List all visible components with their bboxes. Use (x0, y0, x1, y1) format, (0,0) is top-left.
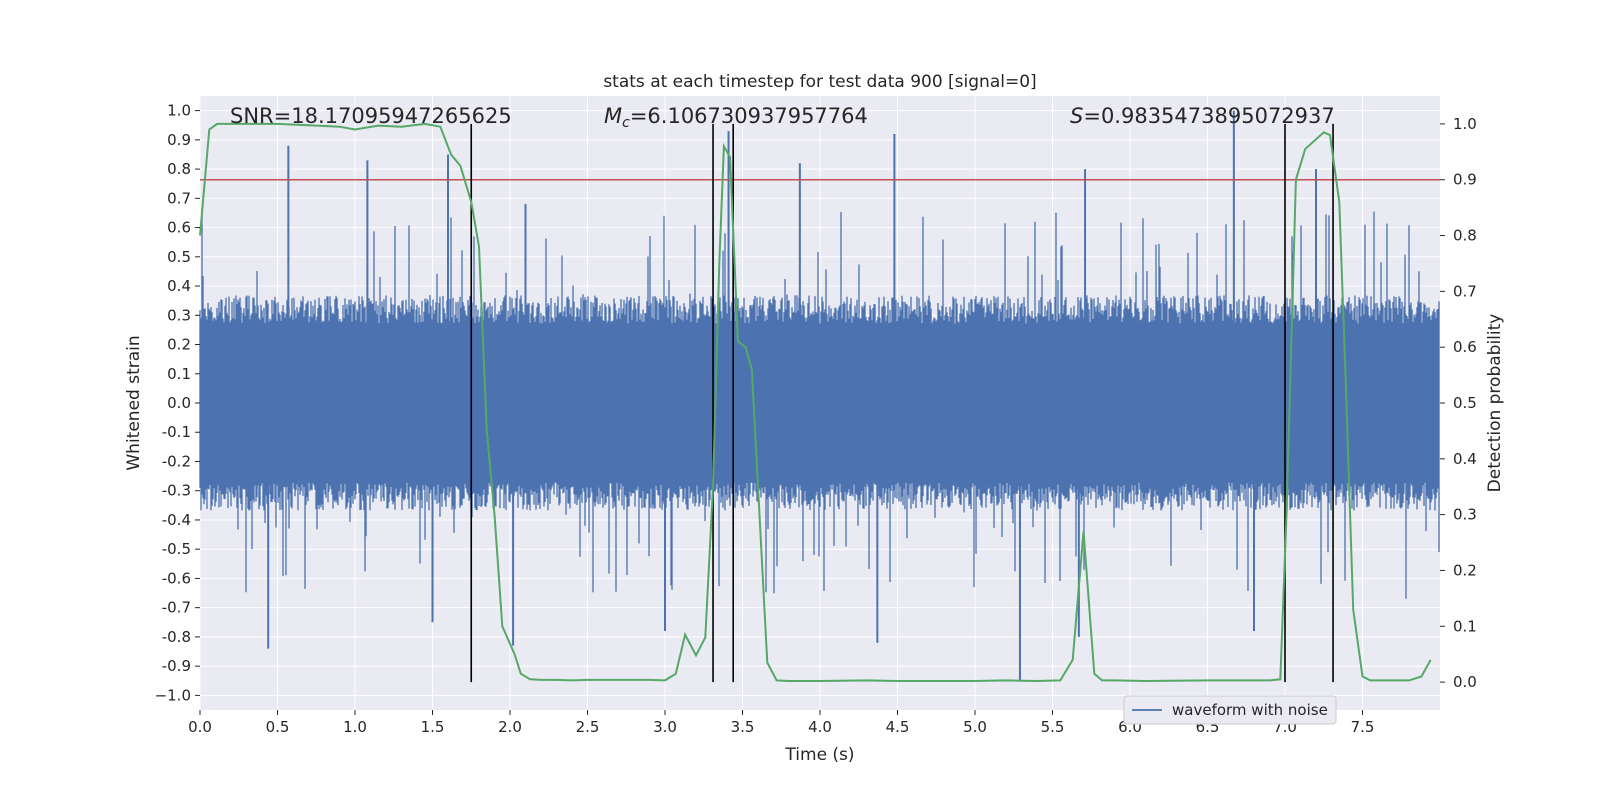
y-right-tick-label-8: 0.2 (1453, 561, 1477, 579)
s-statistic-symbol: S (1070, 104, 1083, 128)
chart-title: stats at each timestep for test data 900… (603, 72, 1036, 92)
y-left-tick-label-20: −1.0 (155, 686, 191, 704)
y-left-tick-label-3: 0.7 (167, 189, 191, 207)
y-axis-left-label: Whitened strain (124, 335, 144, 470)
chirp-mass-subscript: c (622, 115, 630, 131)
legend-box (1123, 695, 1337, 725)
y-axis-right-ticks: 1.0 0.9 0.8 0.7 0.6 0.5 0.4 0.3 0.2 0.1 0.0 (1440, 115, 1477, 691)
s-statistic-value: =0.9835473895072937 (1083, 104, 1334, 128)
waveform-with-noise-series (199, 110, 1440, 681)
y-left-tick-label-1: 0.9 (167, 131, 191, 149)
y-right-tick-label-1: 0.9 (1453, 171, 1477, 189)
y-left-tick-label-4: 0.6 (167, 219, 191, 237)
y-left-tick-label-0: 1.0 (167, 102, 191, 120)
x-tick-label-0: 0.0 (188, 718, 212, 736)
y-left-tick-label-11: -0.1 (162, 423, 191, 441)
y-axis-right-label: Detection probability (1485, 314, 1505, 493)
x-tick-label-1: 0.5 (266, 718, 290, 736)
y-right-tick-label-2: 0.8 (1453, 227, 1477, 245)
x-tick-label-10: 5.0 (963, 718, 987, 736)
x-tick-label-6: 3.0 (653, 718, 677, 736)
s-statistic-annotation: S=0.9835473895072937 (1070, 104, 1335, 128)
y-left-tick-label-9: 0.1 (167, 365, 191, 383)
x-axis-label: Time (s) (784, 745, 854, 765)
x-tick-label-8: 4.0 (808, 718, 832, 736)
legend: waveform with noise (1123, 695, 1337, 725)
chirp-mass-annotation: Mc=6.106730937957764 (604, 104, 868, 131)
x-tick-label-7: 3.5 (731, 718, 755, 736)
x-tick-label-15: 7.5 (1351, 718, 1375, 736)
y-left-tick-label-12: -0.2 (162, 452, 191, 470)
y-right-tick-label-6: 0.4 (1453, 450, 1477, 468)
y-left-tick-label-18: -0.8 (162, 628, 191, 646)
y-axis-left-ticks: 1.0 0.9 0.8 0.7 0.6 0.5 0.4 0.3 0.2 0.1 0.0 -0.1 -0.… (155, 102, 200, 704)
chirp-mass-value: =6.106730937957764 (630, 104, 868, 128)
y-left-tick-label-14: -0.4 (162, 511, 191, 529)
y-right-tick-label-9: 0.1 (1453, 617, 1477, 635)
y-right-tick-label-4: 0.6 (1453, 338, 1477, 356)
y-left-tick-label-15: -0.5 (162, 540, 191, 558)
y-left-tick-label-7: 0.3 (167, 306, 191, 324)
y-left-tick-label-19: -0.9 (162, 657, 191, 675)
y-right-tick-label-10: 0.0 (1453, 673, 1477, 691)
x-tick-label-3: 1.5 (421, 718, 445, 736)
y-left-tick-label-10: 0.0 (167, 394, 191, 412)
y-left-tick-label-8: 0.2 (167, 336, 191, 354)
waveform-noise-path (199, 208, 1440, 599)
detection-probability-series (199, 122, 1432, 683)
x-tick-label-11: 5.5 (1041, 718, 1065, 736)
x-tick-label-5: 2.5 (576, 718, 600, 736)
x-tick-label-2: 1.0 (343, 718, 367, 736)
snr-annotation: SNR=18.17095947265625 (230, 104, 512, 128)
y-right-tick-label-3: 0.7 (1453, 282, 1477, 300)
y-left-tick-label-16: -0.6 (162, 569, 191, 587)
x-tick-label-4: 2.0 (498, 718, 522, 736)
y-left-tick-label-6: 0.4 (167, 277, 191, 295)
y-right-tick-label-0: 1.0 (1453, 115, 1477, 133)
y-left-tick-label-17: -0.7 (162, 599, 191, 617)
y-left-tick-label-2: 0.8 (167, 160, 191, 178)
chirp-mass-symbol: M (604, 104, 622, 128)
legend-entry-waveform: waveform with noise (1172, 701, 1328, 719)
y-left-tick-label-13: -0.3 (162, 482, 191, 500)
detection-probability-line (199, 122, 1432, 683)
y-right-tick-label-7: 0.3 (1453, 506, 1477, 524)
x-tick-label-9: 4.5 (886, 718, 910, 736)
y-right-tick-label-5: 0.5 (1453, 394, 1477, 412)
y-left-tick-label-5: 0.5 (167, 248, 191, 266)
